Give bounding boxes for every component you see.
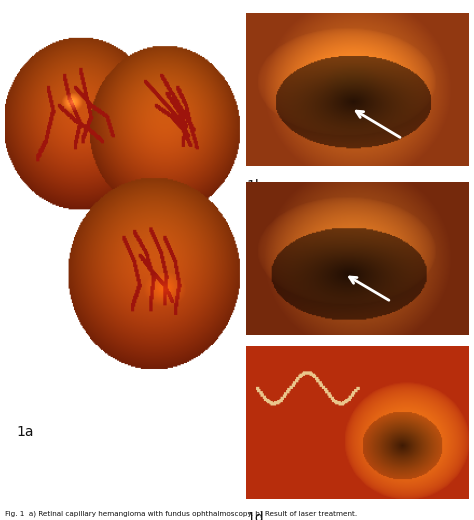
Text: 1a: 1a [17,424,34,438]
Text: 1d: 1d [246,512,264,520]
Text: 1b: 1b [246,179,264,193]
Text: Fig. 1  a) Retinal capillary hemangioma with fundus ophthalmoscopy. b) Result of: Fig. 1 a) Retinal capillary hemangioma w… [5,511,357,517]
Text: 1c: 1c [246,348,263,362]
